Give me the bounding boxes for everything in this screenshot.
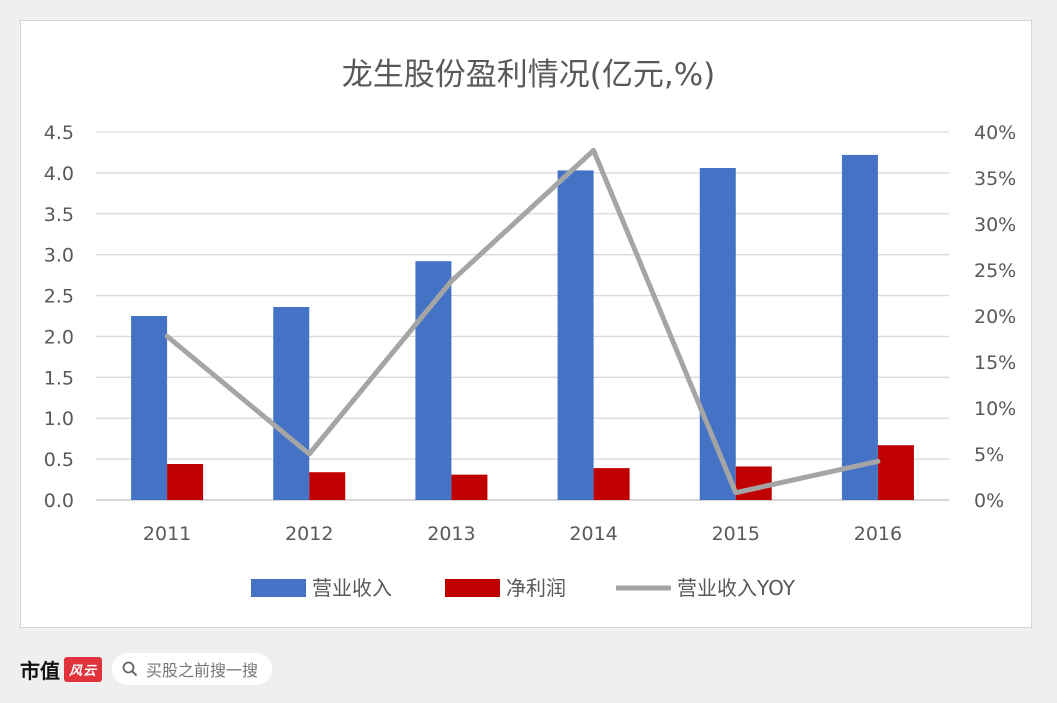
y-left-tick-label: 4.0	[44, 163, 74, 185]
y-right-tick-label: 0%	[974, 490, 1004, 512]
legend-label-yoy: 营业收入YOY	[677, 576, 796, 600]
bar-net-profit	[735, 466, 772, 500]
y-left-tick-label: 0.0	[44, 490, 74, 512]
x-tick-label: 2016	[854, 523, 902, 545]
legend-swatch-net-profit	[445, 579, 500, 597]
search-icon	[122, 661, 138, 677]
bar-net-profit	[877, 445, 914, 500]
chart-card: 龙生股份盈利情况(亿元,%) 0.0 0.5 1.0 1.5 2.0 2.5 3.0 3.5 4.…	[20, 20, 1032, 628]
bar-net-profit	[309, 472, 346, 500]
y-right-tick-label: 15%	[974, 352, 1016, 374]
x-tick-label: 2012	[285, 523, 333, 545]
y-right-tick-label: 20%	[974, 306, 1016, 328]
bar-revenue	[131, 316, 168, 500]
x-tick-label: 2014	[569, 523, 617, 545]
bar-revenue	[415, 261, 452, 500]
bar-revenue	[557, 170, 594, 501]
bar-net-profit	[167, 464, 204, 500]
x-tick-label: 2015	[712, 523, 760, 545]
bar-revenue	[841, 154, 878, 501]
y-left-tick-label: 3.5	[44, 204, 74, 226]
brand-logo: 风云	[64, 656, 103, 682]
y-left-tick-label: 3.0	[44, 245, 74, 267]
line-revenue-yoy	[164, 147, 881, 496]
legend-label-revenue: 营业收入	[312, 576, 392, 600]
legend-swatch-revenue	[251, 579, 306, 597]
bar-revenue	[273, 307, 310, 500]
y-right-tick-label: 5%	[974, 444, 1004, 466]
bar-net-profit	[451, 474, 488, 500]
y-left-tick-label: 2.5	[44, 286, 74, 308]
chart-title: 龙生股份盈利情况(亿元,%)	[342, 57, 716, 93]
search-box[interactable]: 买股之前搜一搜	[112, 653, 273, 685]
x-tick-label: 2011	[143, 523, 191, 545]
y-right-tick-label: 25%	[974, 260, 1016, 282]
footer: 市值 风云 买股之前搜一搜	[20, 648, 273, 690]
y-right-tick-label: 10%	[974, 398, 1016, 420]
y-right-tick-label: 40%	[974, 122, 1016, 144]
legend-label-net-profit: 净利润	[506, 576, 566, 600]
y-left-tick-label: 0.5	[44, 449, 74, 471]
chart: 龙生股份盈利情况(亿元,%) 0.0 0.5 1.0 1.5 2.0 2.5 3.0 3.5 4.…	[44, 57, 1016, 600]
brand-name: 市值	[20, 658, 60, 683]
y-left-tick-label: 2.0	[44, 326, 74, 348]
y-right-tick-label: 35%	[974, 168, 1016, 190]
x-tick-label: 2013	[427, 523, 475, 545]
y-right-tick-label: 30%	[974, 214, 1016, 236]
y-left-tick-label: 1.5	[44, 367, 74, 389]
y-left-tick-label: 1.0	[44, 408, 74, 430]
y-left-tick-label: 4.5	[44, 122, 74, 144]
search-placeholder: 买股之前搜一搜	[146, 661, 259, 680]
bar-net-profit	[593, 468, 630, 500]
